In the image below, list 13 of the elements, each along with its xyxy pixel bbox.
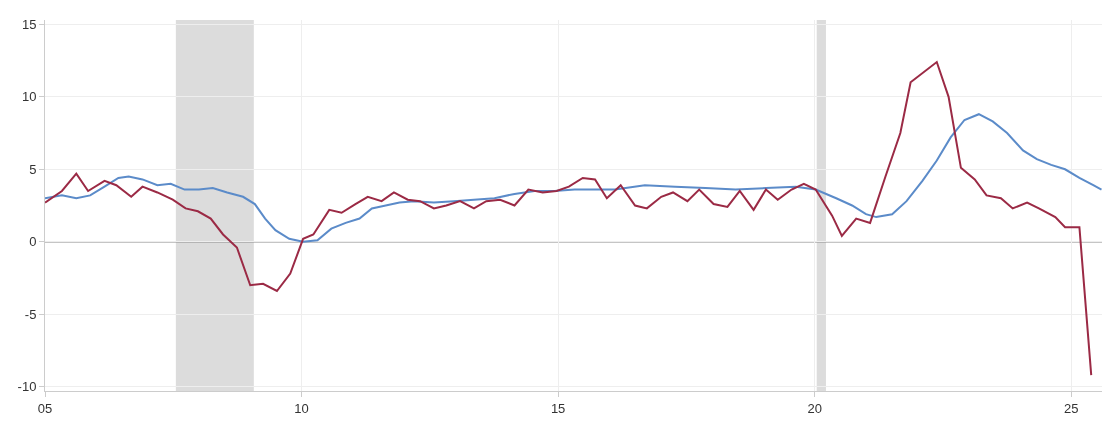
x-tick-label: 05 [37,400,53,416]
y-tick-label: 0 [29,234,37,250]
x-tick-label: 10 [294,400,309,416]
x-tick-label: 15 [550,400,566,416]
line-series [45,61,1093,377]
y-tick-label: -10 [17,379,37,395]
x-tick-label: 25 [1063,400,1079,416]
y-tick-label: -5 [24,306,37,322]
y-tick-label: 10 [21,89,37,105]
line-series [45,113,1102,243]
y-tick-label: 15 [21,16,37,32]
x-tick-label: 20 [807,400,822,416]
y-tick-label: 5 [29,161,37,177]
